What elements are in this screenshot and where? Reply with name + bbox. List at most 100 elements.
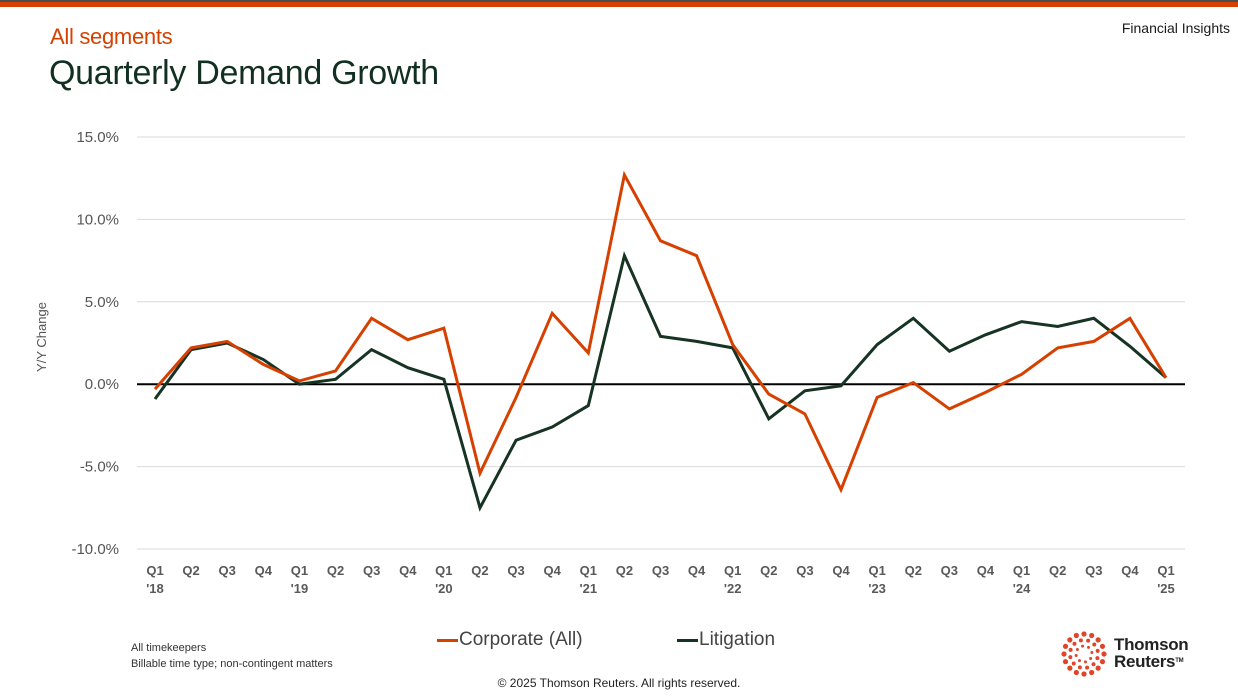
x-tick-label: Q4: [688, 563, 706, 578]
logo-dot: [1085, 665, 1090, 670]
logo-dot: [1095, 637, 1101, 643]
logo-dot: [1083, 660, 1087, 664]
x-tick-label: Q2: [905, 563, 922, 578]
logo-dot: [1090, 651, 1094, 655]
x-tick-label: Q3: [941, 563, 958, 578]
x-tick-label: Q4: [544, 563, 562, 578]
legend-swatch-litigation: [677, 638, 698, 642]
logo-dot: [1092, 642, 1097, 647]
y-axis-label: Y/Y Change: [34, 302, 49, 372]
logo-dot: [1062, 659, 1069, 665]
logo-dot: [1068, 655, 1073, 660]
x-tick-year-label: '25: [1157, 581, 1175, 596]
x-tick-label: Q2: [471, 563, 488, 578]
x-tick-label: Q3: [652, 563, 669, 578]
x-tick-label: Q1: [146, 563, 163, 578]
logo-dot: [1077, 659, 1081, 663]
chart-subtitle: All segments: [50, 24, 173, 49]
footnote-timekeepers: All timekeepers: [131, 642, 207, 654]
series-lines: [153, 170, 1168, 512]
legend-label-corporate: Corporate (All): [459, 629, 583, 650]
logo-dot: [1081, 671, 1087, 677]
x-tick-year-label: '22: [724, 581, 742, 596]
x-tick-label: Q1: [868, 563, 885, 578]
y-axis-ticks: 15.0% 10.0% 5.0% 0.0% -5.0% -10.0%: [71, 129, 119, 558]
logo-word-thomson: Thomson: [1114, 635, 1189, 654]
logo-dot: [1077, 665, 1082, 670]
logo-dot: [1089, 669, 1095, 676]
x-tick-label: Q1: [291, 563, 308, 578]
logo-dot: [1068, 647, 1073, 652]
x-tick-year-label: '23: [868, 581, 886, 596]
logo-dot: [1095, 665, 1101, 671]
logo-dot: [1089, 657, 1093, 661]
logo-dot: [1072, 641, 1077, 646]
x-tick-label: Q4: [255, 563, 273, 578]
logo-dot: [1074, 653, 1078, 657]
x-tick-label: Q2: [182, 563, 199, 578]
copyright: © 2025 Thomson Reuters. All rights reser…: [497, 676, 741, 690]
x-tick-label: Q3: [363, 563, 380, 578]
logo-dot: [1095, 648, 1100, 653]
x-tick-label: Q1: [435, 563, 452, 578]
brand-tag: Financial Insights: [1121, 20, 1230, 36]
logo-dot: [1086, 638, 1091, 643]
y-tick-label: 0.0%: [85, 376, 119, 393]
logo-dot: [1067, 665, 1073, 671]
x-tick-label: Q2: [760, 563, 777, 578]
x-tick-label: Q3: [1085, 563, 1102, 578]
logo-dot: [1061, 651, 1067, 657]
x-tick-label: Q4: [1121, 563, 1139, 578]
x-axis-ticks: Q1 '18 Q2 Q3 Q4 Q1 '19 Q2 Q3 Q4 Q1 '20 Q2 Q3 Q4 Q1 '21 Q2…: [146, 563, 1175, 596]
thomson-reuters-logo: Thomson ReutersTM: [1060, 630, 1210, 678]
logo-dot: [1095, 656, 1100, 661]
y-tick-label: 5.0%: [85, 294, 119, 311]
logo-dot: [1073, 632, 1079, 639]
logo-dot: [1078, 638, 1083, 643]
legend-label-litigation: Litigation: [699, 629, 776, 650]
footnote-billable: Billable time type; non-contingent matte…: [131, 658, 333, 670]
x-tick-label: Q2: [1049, 563, 1066, 578]
logo-dot: [1073, 669, 1079, 676]
logo-dot: [1081, 631, 1087, 637]
x-tick-label: Q1: [1157, 563, 1174, 578]
series-line-corporate-all: [153, 170, 1168, 494]
x-tick-label: Q3: [219, 563, 236, 578]
logo-dot: [1091, 662, 1096, 667]
x-tick-label: Q3: [507, 563, 524, 578]
x-tick-year-label: '20: [435, 581, 453, 596]
logo-word-reuters: Reuters: [1114, 652, 1176, 671]
x-tick-label: Q1: [1013, 563, 1030, 578]
series-line-litigation: [153, 251, 1167, 512]
logo-dot: [1081, 644, 1085, 648]
x-tick-label: Q3: [796, 563, 813, 578]
logo-dot: [1099, 659, 1106, 665]
chart-title: Quarterly Demand Growth: [49, 54, 439, 92]
x-tick-label: Q2: [327, 563, 344, 578]
x-tick-year-label: '18: [146, 581, 164, 596]
logo-trademark: TM: [1175, 658, 1184, 664]
top-bar-accent: [0, 2, 1238, 7]
x-tick-label: Q1: [580, 563, 597, 578]
x-tick-label: Q1: [724, 563, 741, 578]
legend-item-litigation: Litigation: [677, 628, 775, 652]
y-tick-label: 10.0%: [76, 211, 119, 228]
x-tick-year-label: '21: [580, 581, 598, 596]
logo-dot: [1062, 643, 1069, 649]
logo-dot: [1075, 647, 1079, 651]
logo-dot: [1089, 632, 1095, 639]
legend-swatch-corporate: [437, 638, 458, 642]
logo-dot: [1099, 643, 1106, 649]
x-tick-year-label: '24: [1013, 581, 1031, 596]
grid-lines: [137, 136, 1185, 550]
logo-dot: [1067, 637, 1073, 643]
y-tick-label: -10.0%: [71, 541, 119, 558]
logo-wordmark: Thomson ReutersTM: [1114, 635, 1189, 671]
logo-dot: [1101, 651, 1107, 657]
x-tick-label: Q4: [832, 563, 850, 578]
logo-dot: [1071, 661, 1076, 666]
legend-item-corporate: Corporate (All): [437, 628, 583, 652]
logo-dot: [1087, 645, 1091, 649]
x-tick-label: Q2: [616, 563, 633, 578]
